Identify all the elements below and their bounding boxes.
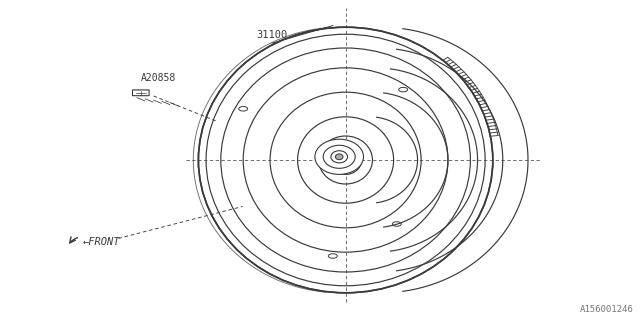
Text: 31100: 31100: [257, 30, 287, 40]
Text: A156001246: A156001246: [580, 305, 634, 314]
Ellipse shape: [198, 27, 493, 293]
Text: A20858: A20858: [141, 73, 176, 83]
Ellipse shape: [315, 139, 364, 174]
Text: ←FRONT: ←FRONT: [83, 236, 121, 247]
FancyBboxPatch shape: [132, 90, 149, 96]
Ellipse shape: [335, 154, 343, 160]
